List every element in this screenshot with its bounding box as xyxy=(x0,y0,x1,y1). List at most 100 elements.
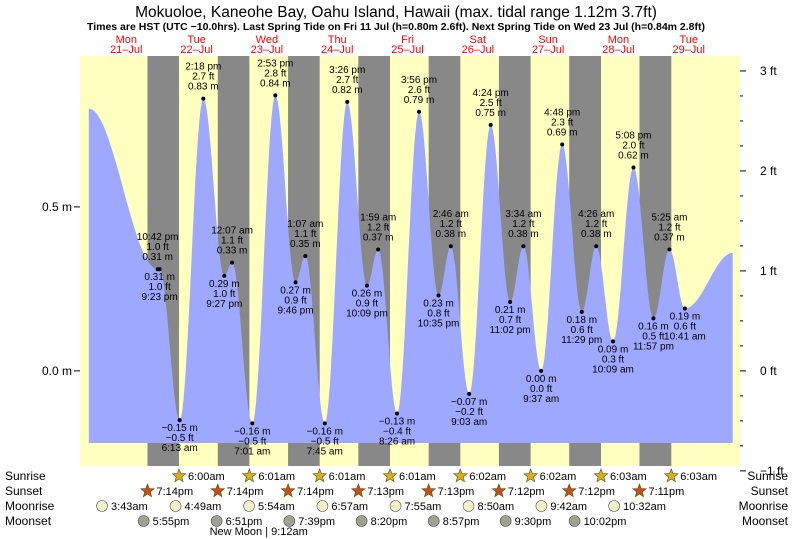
moon-phase-label: New Moon | 9:12am xyxy=(210,526,308,538)
astro-time-label: 9:30pm xyxy=(515,516,552,528)
tide-extremum-label: 0.0 ft xyxy=(530,384,552,395)
astro-time-label: 6:03am xyxy=(610,471,647,483)
moonset-circle-icon xyxy=(283,515,296,527)
tide-extremum-label: 0.8 ft xyxy=(427,308,449,319)
tide-extremum-label: 0.33 m xyxy=(217,246,248,257)
moonset-circle-icon xyxy=(427,515,440,527)
day-header-date: 25–Jul xyxy=(391,44,423,56)
right-axis-tick-label: 1 ft xyxy=(760,264,777,278)
tide-series-area xyxy=(88,95,733,444)
day-header-date: 23–Jul xyxy=(251,44,283,56)
tide-extremum-label: 0.19 m xyxy=(670,312,701,323)
tide-extremum-label: 9:27 pm xyxy=(206,299,242,310)
tide-extremum-point xyxy=(157,267,162,272)
tide-extremum-label: 3:56 pm xyxy=(401,75,437,86)
day-header-weekday: Fri xyxy=(401,34,414,46)
tide-extremum-point xyxy=(682,306,687,311)
tide-extremum-label: 9:23 pm xyxy=(142,292,178,303)
tide-extremum-label: 0.31 m xyxy=(144,272,175,283)
tide-extremum-point xyxy=(521,244,526,249)
tide-extremum-point xyxy=(436,293,441,298)
tide-extremum-label: 5:25 am xyxy=(651,213,687,224)
day-header-weekday: Sun xyxy=(538,34,558,46)
tide-area xyxy=(88,95,733,444)
day-header-weekday: Mon xyxy=(608,34,629,46)
sunrise-star-icon xyxy=(663,468,679,483)
tide-extremum-label: 0.38 m xyxy=(581,229,612,240)
astro-time-label: 7:14pm xyxy=(227,486,264,498)
astro-time-label: 6:01am xyxy=(329,471,366,483)
astro-row-label-right: Sunset xyxy=(751,484,789,498)
tide-extremum-label: 0.37 m xyxy=(654,233,685,244)
tide-extremum-label: −0.5 ft xyxy=(238,436,266,447)
tide-extremum-label: −0.5 ft xyxy=(166,433,194,444)
sunset-star-icon xyxy=(139,483,155,498)
tide-extremum-label: 0.27 m xyxy=(280,285,311,296)
moonset-circle-icon xyxy=(210,515,223,527)
sunrise-star-icon xyxy=(452,468,468,483)
chart-title: Mokuoloe, Kaneohe Bay, Oahu Island, Hawa… xyxy=(135,4,657,21)
tide-labels: 10:42 pm1.0 ft0.31 m0.31 m1.0 ft9:23 pm−… xyxy=(137,58,706,457)
right-axis-tick-label: 2 ft xyxy=(760,164,777,178)
astro-time-label: 5:54am xyxy=(258,501,295,513)
tide-extremum-label: 1:07 am xyxy=(287,219,323,230)
left-axis-tick-label: 0.0 m xyxy=(42,364,72,378)
tide-extremum-label: 1.1 ft xyxy=(221,236,243,247)
tide-extremum-label: 2.7 ft xyxy=(336,75,358,86)
tide-extremum-label: 9:03 am xyxy=(451,417,487,428)
tide-extremum-label: 2:18 pm xyxy=(185,62,221,73)
day-headers: Mon21–JulTue22–JulWed23–JulThu24–JulFri2… xyxy=(110,34,705,56)
astro-time-label: 4:49am xyxy=(185,501,222,513)
tide-extremum-point xyxy=(273,93,278,98)
tide-extremum-point xyxy=(417,109,422,114)
tide-extremum-label: 0.79 m xyxy=(404,95,435,106)
astro-time-label: 6:01am xyxy=(258,471,295,483)
tide-extremum-label: 0.38 m xyxy=(508,229,539,240)
tide-extremum-point xyxy=(345,99,350,104)
tide-extremum-label: 4:24 pm xyxy=(473,88,509,99)
tide-extremum-label: 11:57 pm xyxy=(633,341,674,352)
day-header-date: 29–Jul xyxy=(673,44,705,56)
tide-extremum-point xyxy=(651,316,656,321)
tide-extremum-label: −0.07 m xyxy=(451,397,487,408)
astro-time-label: 6:00am xyxy=(188,471,225,483)
astro-time-label: 6:57am xyxy=(331,501,368,513)
tide-extremum-label: 0.7 ft xyxy=(499,315,521,326)
tide-extremum-label: 10:09 pm xyxy=(346,309,388,320)
tide-extremum-label: 0.5 ft xyxy=(642,331,664,342)
tide-extremum-point xyxy=(560,142,565,147)
astro-row-label-right: Moonrise xyxy=(739,499,789,513)
tide-extremum-label: −0.4 ft xyxy=(383,427,411,438)
tide-extremum-label: 2.8 ft xyxy=(264,68,286,79)
astro-table: Sunrise Sunrise 6:00am 6:01am 6:01am 6:01am 6:… xyxy=(5,468,789,538)
sunrise-star-icon xyxy=(382,468,398,483)
tide-extremum-label: 2.6 ft xyxy=(408,85,430,96)
tide-extremum-label: −0.13 m xyxy=(379,417,415,428)
right-axis-tick-label: 3 ft xyxy=(760,64,777,78)
astro-time-label: 6:01am xyxy=(399,471,436,483)
moonrise-circle-icon xyxy=(96,500,108,512)
moonrise-circle-icon xyxy=(243,500,255,512)
tide-extremum-label: 0.26 m xyxy=(352,289,383,300)
tide-extremum-label: 1.1 ft xyxy=(294,229,316,240)
tide-extremum-point xyxy=(230,260,235,265)
tide-extremum-label: 2.3 ft xyxy=(551,118,573,129)
tide-extremum-label: 4:26 am xyxy=(578,209,614,220)
tide-extremum-label: 1.0 ft xyxy=(148,282,170,293)
tide-extremum-label: 0.69 m xyxy=(547,128,578,139)
sunset-star-icon xyxy=(631,483,647,498)
day-header-date: 21–Jul xyxy=(110,44,142,56)
sunset-star-icon xyxy=(491,483,507,498)
day-header-weekday: Mon xyxy=(116,34,137,46)
astro-time-label: 6:51pm xyxy=(226,516,263,528)
tide-extremum-label: −0.16 m xyxy=(234,426,270,437)
astro-time-label: 7:14pm xyxy=(297,486,334,498)
day-header-date: 27–Jul xyxy=(532,44,564,56)
tide-extremum-label: 0.21 m xyxy=(495,305,526,316)
astro-time-label: 8:57pm xyxy=(443,516,480,528)
sunset-star-icon xyxy=(210,483,226,498)
tide-extremum-label: 10:35 pm xyxy=(418,318,460,329)
tide-extremum-label: 1.0 ft xyxy=(213,289,235,300)
tide-extremum-label: 0.00 m xyxy=(526,374,557,385)
astro-time-label: 10:32am xyxy=(623,501,666,513)
